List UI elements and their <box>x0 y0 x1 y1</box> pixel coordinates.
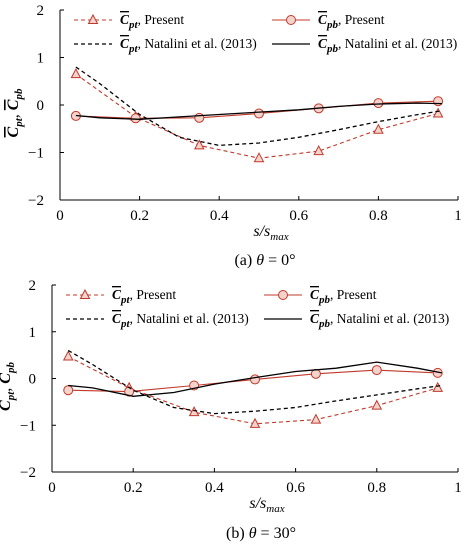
x-axis-label: s/smax <box>249 495 284 515</box>
legend-label-cpb-natalini: Cpb, Natalini et al. (2013) <box>310 311 449 330</box>
svg-text:Cpt, Cpb: Cpt, Cpb <box>5 88 25 137</box>
data-point-circle <box>63 385 74 396</box>
x-tick-label: 0.2 <box>124 480 143 496</box>
data-point-triangle <box>432 107 444 118</box>
series-line-3 <box>75 102 443 120</box>
x-tick-label: 0.6 <box>289 208 308 224</box>
y-tick-label: 2 <box>37 3 45 19</box>
data-point-circle <box>432 367 443 378</box>
y-tick-label: −2 <box>20 465 36 481</box>
x-axis-label: s/smax <box>253 223 288 243</box>
x-tick-label: 1 <box>454 208 462 224</box>
data-point-triangle <box>432 381 444 392</box>
series-line-2 <box>67 349 442 415</box>
x-tick-label: 0.6 <box>286 480 305 496</box>
x-tick-label: 1 <box>454 480 462 496</box>
series-line-3 <box>68 361 442 397</box>
legend-label-cpt-present: Cpt, Present <box>120 12 184 31</box>
x-tick-label: 0.2 <box>130 208 149 224</box>
legend-label-cpb-present: Cpb, Present <box>310 287 377 306</box>
y-axis-label: Cpt, Cpb <box>5 88 25 137</box>
data-point-circle <box>373 98 384 109</box>
x-tick-label: 0.8 <box>367 480 386 496</box>
data-point-triangle <box>310 413 322 424</box>
y-axis-label: Cpt, Cpb <box>0 362 17 411</box>
legend: Cpt, Present Cpb, Present Cpt, Natalini et… <box>74 12 457 55</box>
data-point-circle <box>194 112 205 123</box>
y-tick-label: 1 <box>37 51 45 67</box>
series-line-0 <box>67 356 438 425</box>
y-tick-label: 0 <box>29 372 37 388</box>
y-tick-label: −2 <box>28 193 44 209</box>
x-tick-label: 0.4 <box>210 208 229 224</box>
data-point-circle <box>433 96 444 107</box>
legend-label-cpt-natalini: Cpt, Natalini et al. (2013) <box>120 36 257 55</box>
series-line-2 <box>75 66 443 147</box>
data-point-circle <box>250 374 260 385</box>
data-point-triangle <box>373 123 384 134</box>
x-tick-label: 0.4 <box>205 480 224 496</box>
data-point-triangle <box>62 350 74 361</box>
legend-label-cpt-present: Cpt, Present <box>112 287 176 306</box>
legend-label-cpt-natalini: Cpt, Natalini et al. (2013) <box>112 311 249 330</box>
legend-label-cpb-present: Cpb, Present <box>318 12 385 31</box>
panel-b: 2 1 0 −1 −2 0 0.2 0.4 0.6 0.8 1 s/smax Cpt, Cpb (b) θ… <box>0 278 462 542</box>
panel-caption: (b) θ = 30° <box>226 525 296 542</box>
data-point-circle <box>254 108 264 119</box>
y-tick-label: 1 <box>29 325 37 341</box>
panel-caption: (a) θ = 0° <box>234 252 295 269</box>
y-tick-label: −1 <box>20 418 36 434</box>
svg-text:Cpt, Cpb: Cpt, Cpb <box>0 362 17 411</box>
x-tick-label: 0.8 <box>369 208 388 224</box>
legend: Cpt, Present Cpb, Present Cpt, Natalini et… <box>66 287 449 330</box>
data-point-triangle <box>249 417 261 428</box>
data-point-circle <box>130 113 141 124</box>
x-tick-label: 0 <box>56 208 64 224</box>
y-tick-label: 2 <box>29 278 37 294</box>
data-point-circle <box>371 365 382 376</box>
y-tick-label: 0 <box>37 98 45 114</box>
data-point-triangle <box>70 68 82 79</box>
data-point-triangle <box>253 152 265 163</box>
x-tick-label: 0 <box>48 480 56 496</box>
panel-a: 2 1 0 −1 −2 0 0.2 0.4 0.6 0.8 1 s/smax Cpt, Cpb (a) θ… <box>5 3 462 269</box>
data-point-triangle <box>371 399 383 410</box>
data-point-triangle <box>193 139 205 150</box>
y-tick-label: −1 <box>28 146 44 162</box>
data-point-triangle <box>313 145 325 156</box>
legend-label-cpb-natalini: Cpb, Natalini et al. (2013) <box>318 36 457 55</box>
